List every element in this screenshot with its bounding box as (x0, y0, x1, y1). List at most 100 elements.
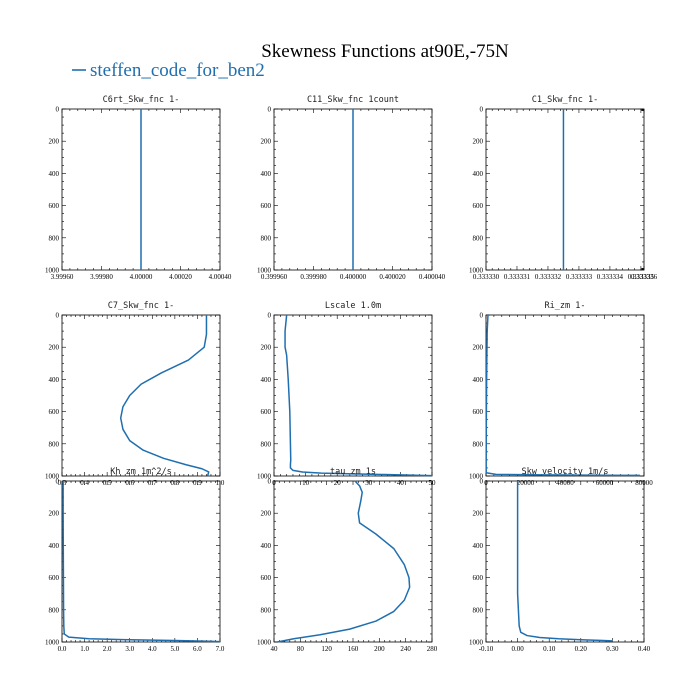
x-tick-label: 4.00000 (130, 273, 153, 281)
chart-panel-9: Skw_velocity 1m/s -0.10 0.00 0.10 0.20 0.30 0.… (469, 467, 651, 653)
x-tick-label: 0.399980 (300, 273, 327, 281)
panel-title: C11_Skw_fnc 1count (307, 95, 399, 105)
x-tick-label: 0.40 (638, 645, 651, 653)
x-tick-label: 0.333333 (566, 273, 593, 281)
y-tick-label: 600 (261, 574, 272, 582)
y-tick-label: 600 (473, 574, 484, 582)
panel-title: Skw_velocity 1m/s (522, 467, 609, 477)
plot-frame (485, 314, 645, 477)
y-tick-label: 1000 (45, 267, 60, 275)
y-tick-label: 200 (261, 344, 272, 352)
y-tick-label: 600 (49, 202, 60, 210)
x-tick-label: 4.00040 (209, 273, 232, 281)
y-tick-label: 800 (261, 440, 272, 448)
y-tick-label: 400 (49, 170, 60, 178)
y-tick-label: 800 (473, 440, 484, 448)
panel-title: Lscale 1.0m (325, 301, 381, 311)
x-tick-label: 160 (348, 645, 359, 653)
y-tick-label: 1000 (469, 473, 484, 481)
y-tick-label: 400 (473, 542, 484, 550)
y-tick-label: 200 (261, 510, 272, 518)
y-tick-label: 1000 (257, 473, 272, 481)
panel-title: C1_Skw_fnc 1- (532, 95, 599, 105)
y-tick-label: 0 (268, 312, 272, 320)
x-tick-label: 280 (427, 645, 438, 653)
plot-frame (273, 314, 433, 477)
panel-title: tau_zm 1s (330, 467, 376, 477)
y-tick-label: 1000 (469, 639, 484, 647)
x-tick-label: 0.00 (511, 645, 524, 653)
y-tick-label: 400 (261, 542, 272, 550)
chart-panel-1: C6rt_Skw_fnc 1- 3.99960 3.99980 4.00000 4.00… (45, 95, 232, 281)
y-tick-label: 200 (473, 138, 484, 146)
x-tick-label: 0.400020 (379, 273, 406, 281)
y-tick-label: 200 (49, 510, 60, 518)
y-tick-label: 400 (49, 376, 60, 384)
panel-title: Kh_zm 1m^2/s (110, 467, 171, 477)
y-tick-label: 600 (49, 574, 60, 582)
x-tick-label: 60000 (596, 479, 614, 487)
y-tick-label: 1000 (257, 639, 272, 647)
x-tick-label: 3.99980 (90, 273, 113, 281)
y-tick-label: 0 (268, 106, 272, 114)
legend: steffen_code_for_ben2 (72, 60, 265, 81)
y-tick-label: 800 (473, 606, 484, 614)
y-tick-label: 400 (261, 376, 272, 384)
chart-panel-5: Lscale 1.0m0102030405002004006008001000 (257, 301, 436, 487)
x-tick-label: 40000 (556, 479, 574, 487)
y-tick-label: 800 (49, 606, 60, 614)
panel-title: C6rt_Skw_fnc 1- (103, 95, 180, 105)
y-tick-label: 1000 (469, 267, 484, 275)
x-tick-label: 1.0 (80, 645, 89, 653)
plot-frame (273, 480, 433, 643)
series-line (516, 481, 613, 642)
y-tick-label: 800 (49, 440, 60, 448)
y-tick-label: 400 (473, 170, 484, 178)
panel-title: Ri_zm 1- (545, 301, 586, 311)
x-tick-label: 0.333331 (504, 273, 531, 281)
x-tick-label: 2.0 (103, 645, 112, 653)
series-line (119, 315, 210, 477)
y-tick-label: 0 (480, 478, 484, 486)
y-tick-label: 0 (56, 312, 60, 320)
y-tick-label: 800 (473, 234, 484, 242)
plot-frame (485, 108, 645, 271)
x-tick-label: 120 (321, 645, 332, 653)
y-tick-label: 1000 (45, 473, 60, 481)
x-tick-label: 40 (271, 645, 279, 653)
y-tick-label: 600 (473, 202, 484, 210)
chart-panel-2: C11_Skw_fnc 1count 0.399960 0.399980 0.4000… (257, 95, 446, 281)
y-tick-label: 0 (56, 106, 60, 114)
x-tick-label: 3.99960 (51, 273, 74, 281)
chart-panel-8: tau_zm 1s 40 80 120 160 200 240 280 0 200 400 600 80… (257, 467, 438, 653)
x-tick-label: 0.333336 (631, 273, 658, 281)
x-tick-label: 7.0 (216, 645, 225, 653)
y-tick-label: 0 (268, 478, 272, 486)
x-tick-label: 6.0 (193, 645, 202, 653)
y-tick-label: 800 (261, 234, 272, 242)
x-tick-label: 0.30 (606, 645, 619, 653)
x-tick-label: 0.333334 (597, 273, 624, 281)
chart-panel-7: Kh_zm 1m^2/s 0.0 1.0 2.0 3.0 4.0 5.0 6.0 7.0 0 200… (45, 467, 225, 653)
x-tick-label: 4.0 (148, 645, 157, 653)
x-tick-label: 4.00020 (169, 273, 192, 281)
series-line (485, 314, 641, 477)
x-tick-label: 0.400000 (340, 273, 367, 281)
y-tick-label: 200 (49, 138, 60, 146)
y-tick-label: 1000 (45, 639, 60, 647)
x-tick-label: 0.333330 (473, 273, 500, 281)
y-tick-label: 200 (473, 344, 484, 352)
y-tick-label: 600 (261, 408, 272, 416)
y-tick-label: 800 (261, 606, 272, 614)
y-tick-label: 200 (261, 138, 272, 146)
y-tick-label: 200 (49, 344, 60, 352)
y-tick-label: 400 (261, 170, 272, 178)
y-tick-label: 600 (261, 202, 272, 210)
y-tick-label: 400 (49, 542, 60, 550)
x-tick-label: 200 (374, 645, 385, 653)
x-tick-label: 0.333335 (628, 273, 655, 281)
x-tick-label: 0.333332 (535, 273, 562, 281)
x-tick-label: 0.0 (58, 645, 67, 653)
x-tick-label: 3.0 (125, 645, 134, 653)
